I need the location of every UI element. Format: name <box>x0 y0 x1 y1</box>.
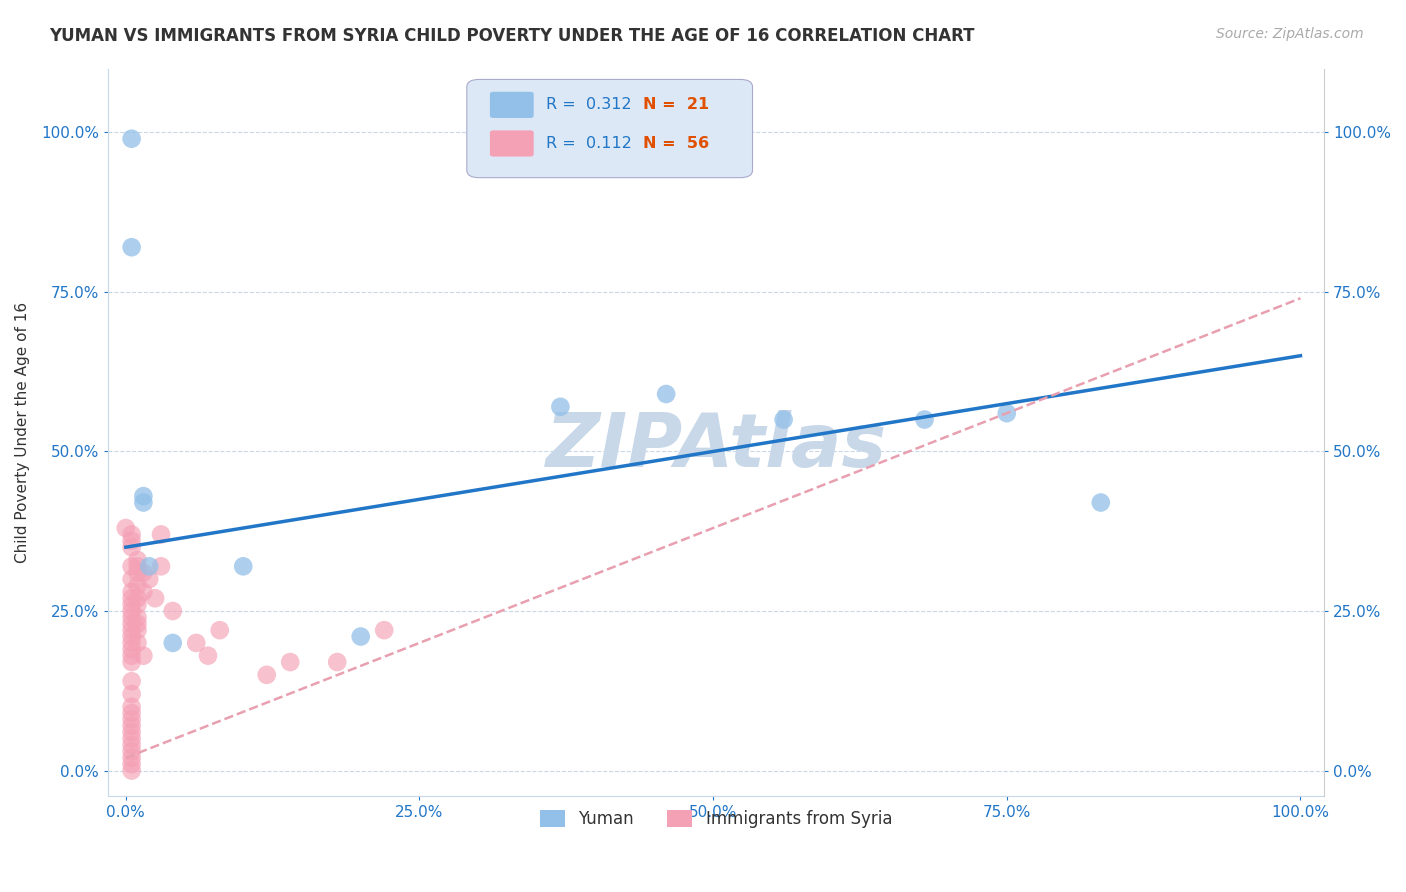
Point <box>132 585 155 599</box>
Point <box>132 489 155 503</box>
Text: R =  0.312: R = 0.312 <box>546 97 631 112</box>
Point <box>232 559 254 574</box>
Text: ZIPAtlas: ZIPAtlas <box>546 410 887 483</box>
Text: N =  56: N = 56 <box>643 136 709 151</box>
Text: Source: ZipAtlas.com: Source: ZipAtlas.com <box>1216 27 1364 41</box>
FancyBboxPatch shape <box>467 79 752 178</box>
Point <box>121 636 143 650</box>
Point <box>121 706 143 720</box>
Point <box>121 132 143 146</box>
Point <box>150 527 173 541</box>
Y-axis label: Child Poverty Under the Age of 16: Child Poverty Under the Age of 16 <box>15 301 30 563</box>
Point <box>114 521 136 535</box>
Point <box>197 648 219 663</box>
Point <box>550 400 572 414</box>
Point <box>186 636 208 650</box>
Point <box>121 610 143 624</box>
Point <box>143 591 166 606</box>
Point <box>373 623 395 637</box>
Point <box>150 559 173 574</box>
Point <box>121 591 143 606</box>
Point <box>772 412 794 426</box>
Point <box>702 132 724 146</box>
Point <box>121 585 143 599</box>
FancyBboxPatch shape <box>489 130 534 157</box>
Point <box>121 731 143 746</box>
Point <box>121 738 143 752</box>
Point <box>121 616 143 631</box>
Text: R =  0.112: R = 0.112 <box>546 136 631 151</box>
Point <box>121 764 143 778</box>
Legend: Yuman, Immigrants from Syria: Yuman, Immigrants from Syria <box>533 804 898 835</box>
Point <box>121 699 143 714</box>
Point <box>127 578 149 592</box>
Point <box>121 572 143 586</box>
Point <box>162 636 184 650</box>
Point <box>162 604 184 618</box>
Point <box>121 655 143 669</box>
Point <box>132 566 155 580</box>
Point <box>121 687 143 701</box>
Point <box>121 648 143 663</box>
Point <box>121 713 143 727</box>
Point <box>138 572 160 586</box>
Point <box>121 598 143 612</box>
Point <box>121 674 143 689</box>
Point <box>127 616 149 631</box>
Point <box>121 725 143 739</box>
Point <box>121 240 143 254</box>
Point <box>278 655 301 669</box>
Point <box>121 540 143 554</box>
Point <box>1090 495 1112 509</box>
Point <box>208 623 231 637</box>
Point <box>127 610 149 624</box>
Point <box>121 559 143 574</box>
Point <box>121 527 143 541</box>
Point <box>121 757 143 772</box>
FancyBboxPatch shape <box>489 92 534 118</box>
Point <box>121 533 143 548</box>
Point <box>127 623 149 637</box>
Point <box>350 630 373 644</box>
Point <box>121 744 143 758</box>
Point <box>127 598 149 612</box>
Point <box>127 636 149 650</box>
Text: YUMAN VS IMMIGRANTS FROM SYRIA CHILD POVERTY UNDER THE AGE OF 16 CORRELATION CHA: YUMAN VS IMMIGRANTS FROM SYRIA CHILD POV… <box>49 27 974 45</box>
Point <box>127 559 149 574</box>
Point <box>132 495 155 509</box>
Point <box>995 406 1018 420</box>
Point <box>127 566 149 580</box>
Point <box>121 604 143 618</box>
Point <box>121 751 143 765</box>
Point <box>914 412 936 426</box>
Point <box>132 648 155 663</box>
Point <box>121 719 143 733</box>
Point <box>121 623 143 637</box>
Point <box>326 655 349 669</box>
Point <box>138 559 160 574</box>
Point <box>121 630 143 644</box>
Point <box>655 387 678 401</box>
Text: N =  21: N = 21 <box>643 97 709 112</box>
Point <box>256 668 278 682</box>
Point <box>121 642 143 657</box>
Point <box>127 553 149 567</box>
Point <box>127 591 149 606</box>
